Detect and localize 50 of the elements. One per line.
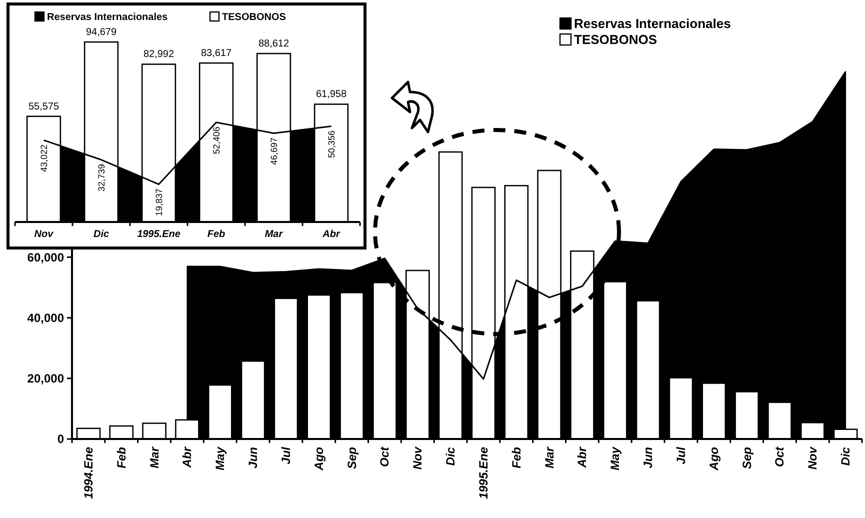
x-tick-label: May	[213, 446, 228, 470]
x-tick-label: Abr	[575, 446, 590, 469]
x-tick-label: Nov	[34, 229, 55, 240]
y-tick-label: 0	[57, 432, 64, 446]
legend-label: Reservas Internacionales	[574, 16, 731, 32]
data-label: 82,992	[143, 49, 174, 60]
legend-label: TESOBONOS	[574, 32, 658, 48]
x-tick-label: Dic	[93, 229, 110, 240]
y-tick-label: 60,000	[27, 250, 64, 264]
data-label: 55,575	[28, 101, 60, 112]
data-label: 50,356	[326, 130, 336, 158]
data-label: 52,406	[211, 126, 222, 154]
x-tick-label: Feb	[509, 447, 524, 468]
data-label: 88,612	[258, 38, 290, 50]
x-tick-label: Sep	[740, 447, 754, 470]
y-tick-label: 40,000	[27, 310, 64, 325]
legend-label: Reservas Internacionales	[47, 12, 168, 23]
data-label: 19,837	[154, 188, 164, 216]
x-tick-label: Dic	[444, 446, 458, 466]
x-tick-label: Feb	[114, 447, 128, 468]
x-tick-label: Abr	[180, 446, 194, 469]
x-tick-label: Nov	[806, 446, 820, 470]
data-label: 94,679	[86, 27, 117, 38]
x-tick-label: Mar	[264, 229, 284, 240]
data-label: 46,697	[268, 137, 279, 165]
x-tick-label: Ago	[312, 447, 326, 472]
data-label: 83,617	[200, 48, 232, 60]
y-tick-label: 20,000	[27, 372, 64, 386]
x-tick-label: Jul	[278, 446, 293, 464]
x-tick-label: Jun	[641, 447, 656, 468]
x-tick-label: 1995.Ene	[476, 446, 490, 500]
x-tick-label: 1995.Ene	[137, 229, 181, 240]
x-tick-label: Oct	[378, 446, 392, 468]
x-tick-label: Mar	[542, 446, 556, 468]
x-tick-label: Feb	[207, 229, 226, 240]
x-tick-label: Ago	[706, 447, 721, 472]
x-tick-label: May	[608, 446, 622, 470]
data-label: 43,022	[38, 144, 49, 172]
x-tick-label: Abr	[322, 229, 341, 240]
x-tick-label: Nov	[410, 446, 425, 470]
data-label: 32,739	[96, 164, 106, 192]
x-tick-label: Mar	[147, 446, 162, 468]
data-label: 61,958	[316, 89, 347, 100]
x-tick-label: Jul	[674, 446, 688, 464]
x-tick-label: 1994.Ene	[81, 446, 96, 500]
x-tick-label: Sep	[344, 447, 359, 470]
legend-label: TESOBONOS	[222, 12, 286, 23]
x-tick-label: Dic	[838, 446, 853, 466]
x-tick-label: Oct	[772, 446, 787, 468]
x-tick-label: Jun	[246, 447, 260, 468]
